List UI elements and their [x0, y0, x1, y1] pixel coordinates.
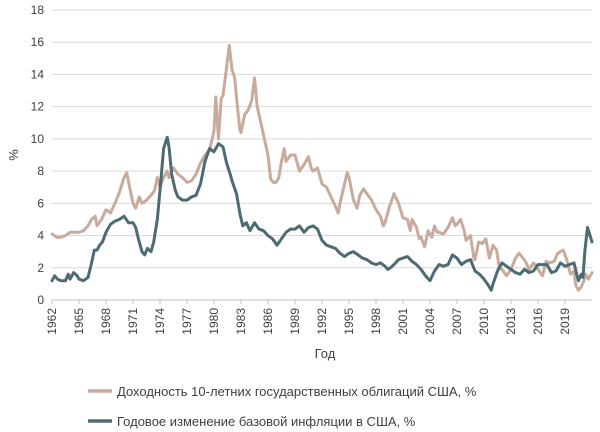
y-axis-label: % — [6, 149, 21, 161]
x-tick-label: 1971 — [126, 308, 140, 335]
x-tick-label: 1977 — [180, 308, 194, 335]
x-tick-label: 1968 — [99, 308, 113, 335]
x-tick-label: 2019 — [558, 308, 572, 335]
x-tick-label: 1974 — [153, 308, 167, 335]
x-tick-label: 1998 — [369, 308, 383, 335]
x-tick-label: 1962 — [45, 308, 59, 335]
x-tick-label: 1995 — [342, 308, 356, 335]
x-tick-label: 1989 — [288, 308, 302, 335]
axes: 0 2 4 6 8 10 12 14 16 18 1962 1965 1968 1971 1974 1977 1… — [31, 3, 592, 335]
series-line-core-inflation — [50, 135, 594, 292]
x-tick-label: 2010 — [477, 308, 491, 335]
y-tick-label: 14 — [31, 67, 45, 81]
y-tick-label: 12 — [31, 100, 45, 114]
x-tick-label: 1965 — [72, 308, 86, 335]
legend-item-core-inflation: Годовое изменение базовой инфляции в США… — [88, 414, 416, 429]
x-tick-label: 1986 — [261, 308, 275, 335]
legend: Доходность 10-летних государственных обл… — [88, 384, 477, 429]
y-tick-label: 4 — [37, 229, 44, 243]
series-lines — [50, 43, 594, 292]
legend-label-core-inflation: Годовое изменение базовой инфляции в США… — [117, 414, 416, 429]
legend-label-bond-yield: Доходность 10-летних государственных обл… — [117, 384, 477, 399]
y-tick-label: 10 — [31, 132, 45, 146]
grid — [52, 9, 592, 269]
x-tick-label: 2004 — [423, 308, 437, 335]
x-tick-label: 2001 — [396, 308, 410, 335]
y-tick-label: 18 — [31, 3, 45, 17]
y-tick-label: 16 — [31, 35, 45, 49]
x-tick-label: 1992 — [315, 308, 329, 335]
x-tick-label: 1980 — [207, 308, 221, 335]
y-tick-label: 2 — [37, 261, 44, 275]
x-tick-label: 2013 — [504, 308, 518, 335]
y-tick-label: 0 — [37, 293, 44, 307]
x-tick-label: 2016 — [531, 308, 545, 335]
x-tick-label: 1983 — [234, 308, 248, 335]
series-line-bond-yield — [50, 43, 594, 292]
x-axis-label: Год — [315, 346, 336, 361]
x-tick-label: 2007 — [450, 308, 464, 335]
y-tick-label: 8 — [37, 164, 44, 178]
y-tick-label: 6 — [37, 196, 44, 210]
legend-item-bond-yield: Доходность 10-летних государственных обл… — [88, 384, 477, 399]
